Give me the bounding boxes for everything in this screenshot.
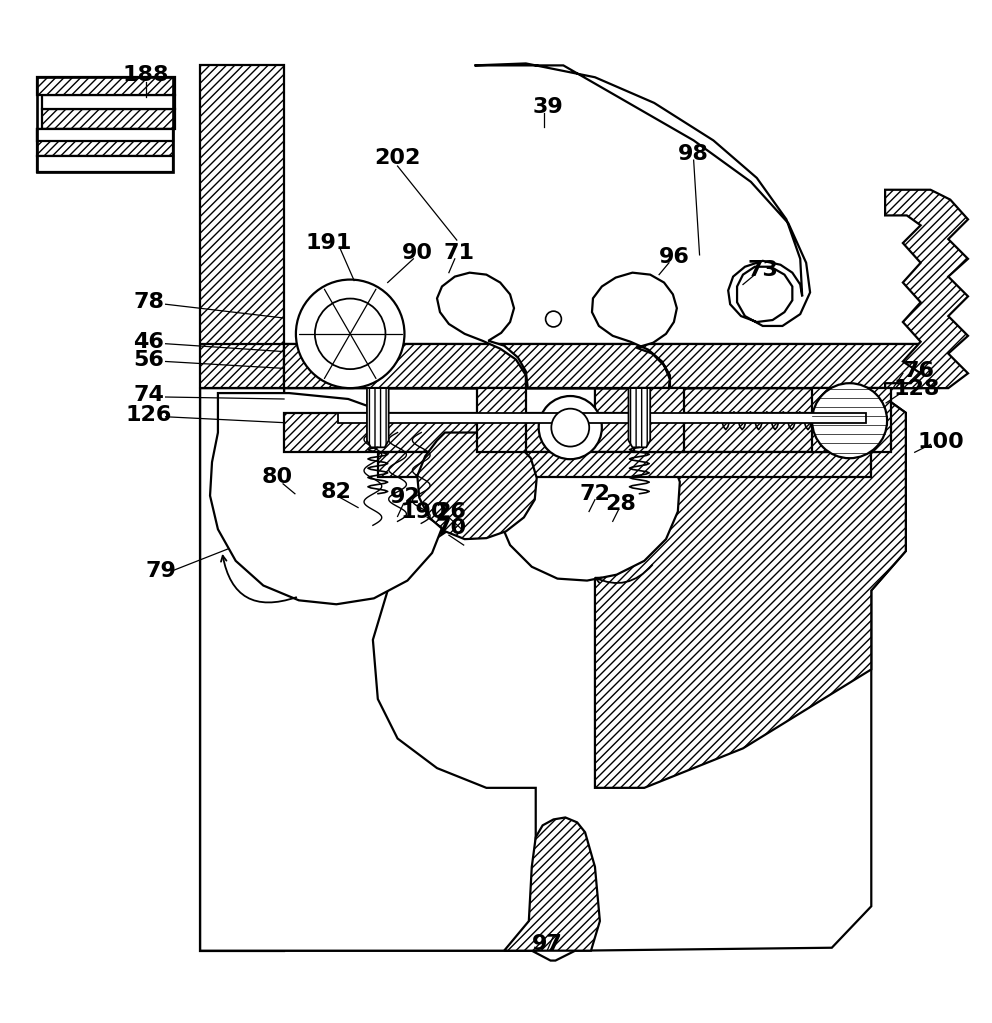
Polygon shape xyxy=(38,157,173,172)
Polygon shape xyxy=(885,189,967,388)
Circle shape xyxy=(314,299,385,369)
Circle shape xyxy=(296,279,405,388)
Text: 100: 100 xyxy=(917,433,963,452)
Polygon shape xyxy=(474,63,809,326)
Text: 126: 126 xyxy=(126,405,172,425)
Polygon shape xyxy=(594,388,906,788)
Text: 74: 74 xyxy=(133,385,165,405)
Polygon shape xyxy=(284,344,921,388)
Polygon shape xyxy=(284,413,876,452)
Polygon shape xyxy=(634,388,683,452)
Text: 191: 191 xyxy=(306,233,351,253)
Polygon shape xyxy=(200,388,536,950)
Text: 76: 76 xyxy=(903,361,933,382)
Polygon shape xyxy=(200,388,906,961)
Polygon shape xyxy=(43,95,176,108)
Text: 28: 28 xyxy=(605,494,636,514)
Polygon shape xyxy=(43,108,176,129)
Text: 71: 71 xyxy=(443,242,474,263)
Text: 82: 82 xyxy=(320,482,351,501)
Polygon shape xyxy=(38,129,173,141)
Text: 188: 188 xyxy=(123,65,169,85)
Polygon shape xyxy=(417,433,537,539)
Text: 128: 128 xyxy=(893,380,939,399)
Polygon shape xyxy=(38,129,173,157)
Text: 46: 46 xyxy=(133,331,165,352)
Polygon shape xyxy=(367,388,389,447)
Polygon shape xyxy=(376,273,693,388)
Polygon shape xyxy=(476,388,526,452)
Text: 70: 70 xyxy=(435,519,466,538)
Circle shape xyxy=(539,396,601,459)
Polygon shape xyxy=(338,413,866,422)
Text: 80: 80 xyxy=(262,466,293,487)
Text: 73: 73 xyxy=(747,260,778,279)
Text: 56: 56 xyxy=(133,350,165,369)
Polygon shape xyxy=(378,452,871,477)
Text: 72: 72 xyxy=(579,484,610,503)
Text: 90: 90 xyxy=(402,242,433,263)
Text: 92: 92 xyxy=(390,487,421,506)
Text: 98: 98 xyxy=(678,144,708,165)
Circle shape xyxy=(811,384,887,458)
Polygon shape xyxy=(200,65,284,950)
Polygon shape xyxy=(496,417,680,581)
Polygon shape xyxy=(210,393,446,605)
Text: 96: 96 xyxy=(658,247,689,267)
Text: 97: 97 xyxy=(532,934,562,953)
Polygon shape xyxy=(38,78,176,95)
Text: 79: 79 xyxy=(145,561,176,581)
Text: 190: 190 xyxy=(401,501,447,522)
Polygon shape xyxy=(811,388,891,452)
Circle shape xyxy=(551,408,589,447)
Polygon shape xyxy=(504,817,599,950)
Polygon shape xyxy=(628,388,650,447)
Text: 78: 78 xyxy=(133,293,165,312)
Text: 26: 26 xyxy=(435,501,466,522)
Text: 39: 39 xyxy=(532,97,562,117)
Text: 202: 202 xyxy=(374,148,421,168)
Circle shape xyxy=(546,311,561,327)
